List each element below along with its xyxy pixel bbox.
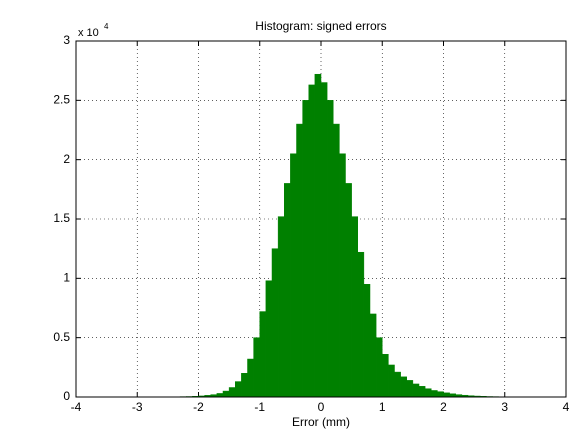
axes-box	[75, 40, 567, 398]
x-tick-label: 3	[501, 400, 508, 414]
bar	[277, 216, 285, 398]
bar	[235, 381, 242, 398]
y-exponent-base: x 10	[78, 27, 99, 39]
bar	[412, 383, 420, 398]
x-tick-label: -4	[71, 400, 82, 414]
x-tick-label: -1	[254, 400, 265, 414]
bar	[345, 183, 352, 398]
bar	[314, 73, 322, 398]
bar	[302, 100, 309, 398]
bar	[308, 84, 316, 398]
bar	[443, 392, 450, 398]
bar	[284, 183, 291, 398]
x-tick-label: 4	[563, 400, 570, 414]
y-tick-label: 1.5	[53, 211, 70, 225]
bar	[388, 364, 395, 398]
bar	[222, 390, 230, 398]
bar	[271, 248, 279, 398]
y-tick-label: 1	[63, 271, 70, 285]
x-tick-label: -3	[132, 400, 143, 414]
x-tick-label: -2	[193, 400, 204, 414]
bar	[320, 82, 328, 398]
bar	[363, 284, 371, 398]
bar	[369, 313, 377, 398]
bar	[228, 387, 236, 398]
y-tick-label: 0.5	[53, 330, 70, 344]
y-tick-label: 3	[63, 33, 70, 47]
bar	[357, 251, 365, 398]
bar	[253, 337, 260, 398]
bar	[375, 337, 383, 398]
y-tick-label: 2.5	[53, 93, 70, 107]
bar	[351, 216, 358, 398]
x-tick-label: 1	[379, 400, 386, 414]
y-tick-label: 0	[63, 389, 70, 403]
bar	[437, 391, 444, 398]
chart-title: Histogram: signed errors	[255, 19, 386, 33]
bar	[326, 100, 334, 398]
x-tick-label: 0	[318, 400, 325, 414]
bar	[406, 380, 414, 398]
bar	[418, 386, 426, 398]
bar	[400, 376, 407, 398]
bar	[394, 371, 401, 398]
bar	[247, 358, 254, 398]
bar	[290, 153, 297, 398]
bar	[296, 123, 303, 398]
bar	[241, 373, 248, 398]
bar	[265, 280, 273, 398]
y-exponent: 4	[104, 22, 109, 31]
x-tick-label: 2	[440, 400, 447, 414]
bar	[216, 393, 224, 398]
x-axis-label: Error (mm)	[292, 415, 350, 429]
bar	[424, 388, 432, 398]
bar	[339, 153, 346, 398]
bar	[431, 390, 438, 398]
bar	[382, 354, 389, 398]
y-tick-label: 2	[63, 152, 70, 166]
bar	[259, 311, 267, 398]
bar	[333, 123, 340, 398]
